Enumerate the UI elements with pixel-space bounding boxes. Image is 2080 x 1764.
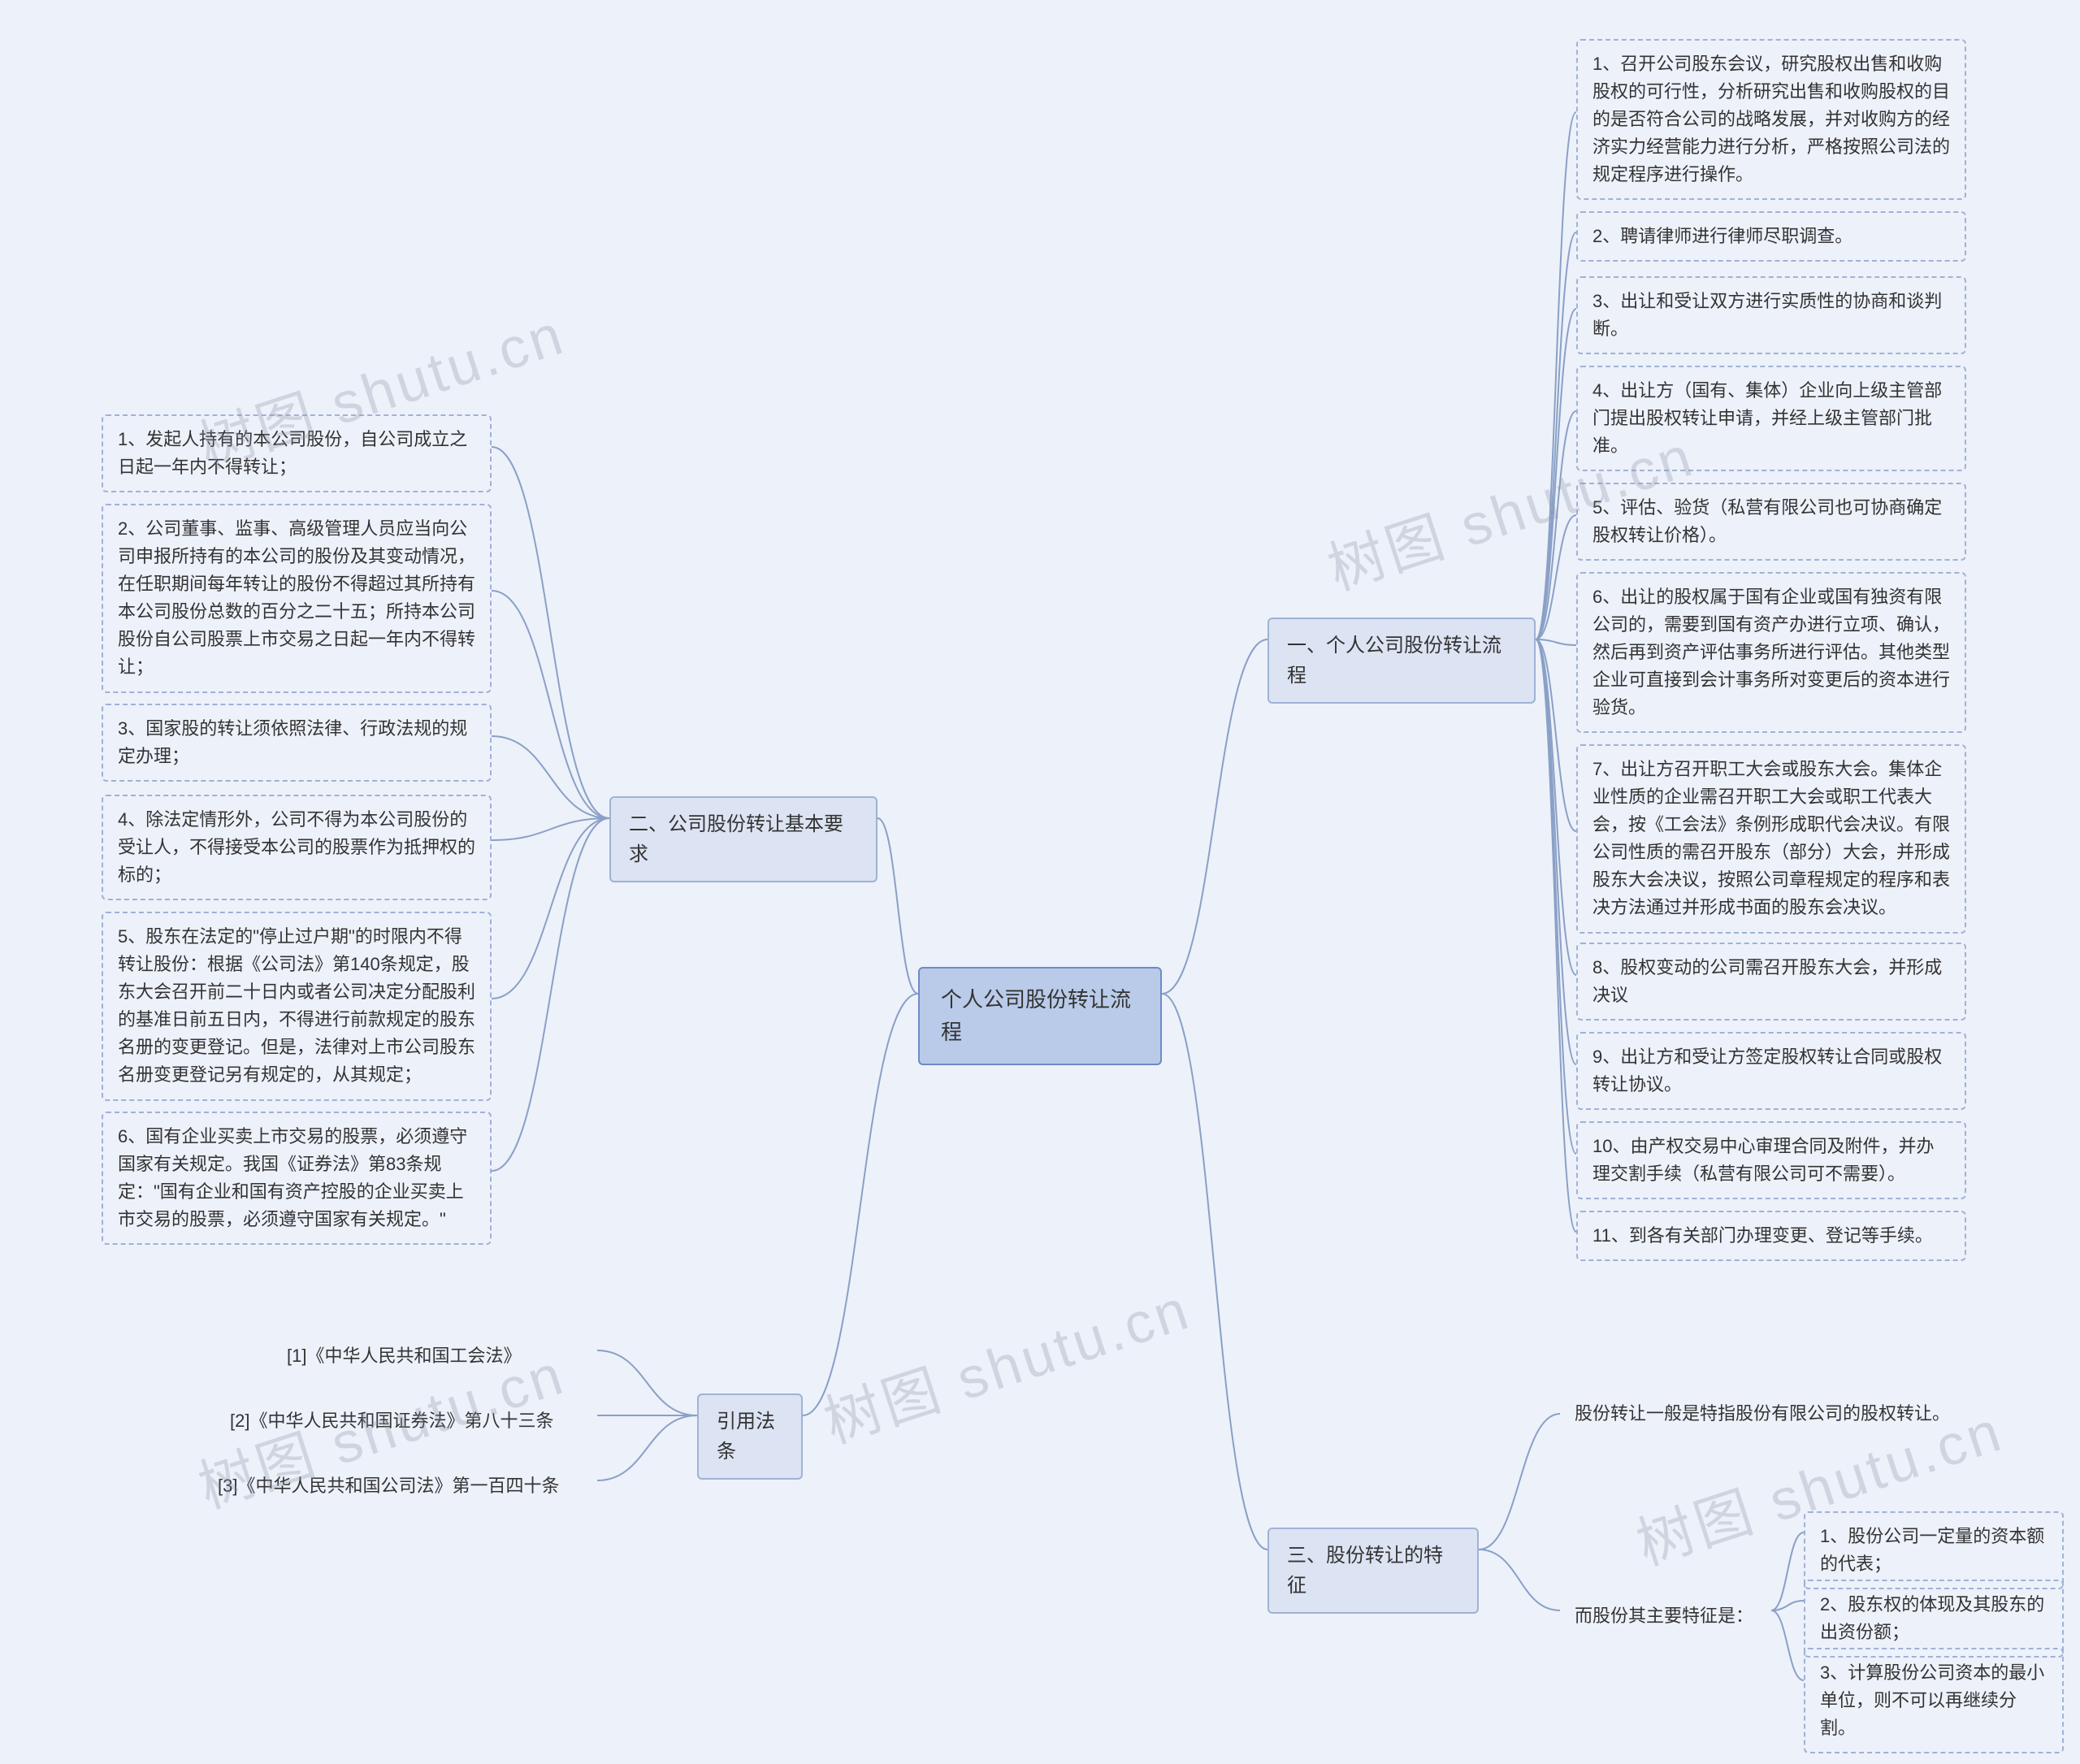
b1-leaf-2: 2、聘请律师进行律师尽职调查。 (1576, 211, 1966, 262)
b1-leaf-10: 10、由产权交易中心审理合同及附件，并办理交割手续（私营有限公司可不需要）。 (1576, 1121, 1966, 1199)
b4-leaf-3: [3]《中华人民共和国公司法》第一百四十条 (203, 1463, 597, 1510)
b1-leaf-7: 7、出让方召开职工大会或股东大会。集体企业性质的企业需召开职工大会或职工代表大会… (1576, 744, 1966, 934)
branch-4-label: 引用法条 (717, 1406, 783, 1467)
mindmap-canvas: 个人公司股份转让流程 一、个人公司股份转让流程 二、公司股份转让基本要求 三、股… (0, 0, 2080, 1764)
b3-leaf-2: 2、股东权的体现及其股东的出资份额； (1804, 1580, 2064, 1658)
branch-3-intro-text: 股份转让一般是特指股份有限公司的股权转让。 (1575, 1400, 1950, 1428)
branch-3-sublabel: 而股份其主要特征是： (1560, 1593, 1771, 1640)
root-node: 个人公司股份转让流程 (918, 967, 1162, 1065)
b1-leaf-6: 6、出让的股权属于国有企业或国有独资有限公司的，需要到国有资产办进行立项、确认，… (1576, 572, 1966, 733)
branch-1-label: 一、个人公司股份转让流程 (1287, 631, 1516, 691)
b1-leaf-4: 4、出让方（国有、集体）企业向上级主管部门提出股权转让申请，并经上级主管部门批准… (1576, 366, 1966, 471)
b1-leaf-3: 3、出让和受让双方进行实质性的协商和谈判断。 (1576, 276, 1966, 354)
watermark: 树图 shutu.cn (812, 1263, 1199, 1459)
branch-3-sublabel-text: 而股份其主要特征是： (1575, 1602, 1753, 1630)
branch-2-label: 二、公司股份转让基本要求 (629, 809, 858, 869)
branch-2: 二、公司股份转让基本要求 (609, 796, 878, 882)
b4-leaf-1: [1]《中华人民共和国工会法》 (272, 1333, 597, 1380)
b3-leaf-1: 1、股份公司一定量的资本额的代表； (1804, 1511, 2064, 1589)
b1-leaf-8: 8、股权变动的公司需召开股东大会，并形成决议 (1576, 943, 1966, 1021)
branch-3: 三、股份转让的特征 (1268, 1528, 1479, 1614)
b2-leaf-3: 3、国家股的转让须依照法律、行政法规的规定办理； (102, 704, 492, 782)
branch-1: 一、个人公司股份转让流程 (1268, 618, 1536, 704)
b2-leaf-4: 4、除法定情形外，公司不得为本公司股份的受让人，不得接受本公司的股票作为抵押权的… (102, 795, 492, 900)
root-label: 个人公司股份转让流程 (941, 983, 1139, 1049)
branch-3-label: 三、股份转让的特征 (1287, 1541, 1459, 1601)
b1-leaf-1: 1、召开公司股东会议，研究股权出售和收购股权的可行性，分析研究出售和收购股权的目… (1576, 39, 1966, 200)
branch-4: 引用法条 (697, 1393, 803, 1480)
branch-3-intro: 股份转让一般是特指股份有限公司的股权转让。 (1560, 1381, 1966, 1446)
b2-leaf-1: 1、发起人持有的本公司股份，自公司成立之日起一年内不得转让； (102, 414, 492, 492)
b4-leaf-2: [2]《中华人民共和国证券法》第八十三条 (215, 1398, 597, 1445)
b2-leaf-6: 6、国有企业买卖上市交易的股票，必须遵守国家有关规定。我国《证券法》第83条规定… (102, 1112, 492, 1245)
b1-leaf-5: 5、评估、验货（私营有限公司也可协商确定股权转让价格）。 (1576, 483, 1966, 561)
b2-leaf-5: 5、股东在法定的"停止过户期"的时限内不得转让股份：根据《公司法》第140条规定… (102, 912, 492, 1101)
b3-leaf-3: 3、计算股份公司资本的最小单位，则不可以再继续分割。 (1804, 1648, 2064, 1753)
b1-leaf-11: 11、到各有关部门办理变更、登记等手续。 (1576, 1211, 1966, 1261)
b1-leaf-9: 9、出让方和受让方签定股权转让合同或股权转让协议。 (1576, 1032, 1966, 1110)
b2-leaf-2: 2、公司董事、监事、高级管理人员应当向公司申报所持有的本公司的股份及其变动情况，… (102, 504, 492, 693)
